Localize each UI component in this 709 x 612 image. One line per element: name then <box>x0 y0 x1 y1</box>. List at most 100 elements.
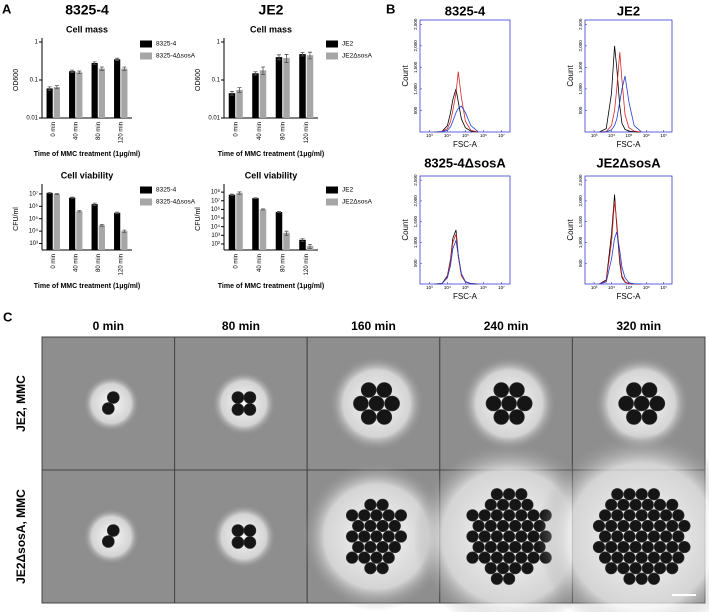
x-axis-label: FSC-A <box>617 292 642 301</box>
cell <box>635 530 648 543</box>
cell <box>678 540 691 554</box>
y-tick-label: 10³ <box>211 233 220 239</box>
chart-title: JE2ΔsosA <box>596 155 661 170</box>
cell <box>490 488 504 501</box>
x-tick-label: 10³ <box>426 285 433 290</box>
x-tick-label: 10⁷ <box>498 133 505 138</box>
bar <box>114 59 121 118</box>
cell <box>617 562 630 575</box>
error-bar <box>237 87 242 93</box>
y-tick-label: 1,500 <box>413 61 418 73</box>
cell <box>496 498 510 511</box>
error-bar <box>92 202 97 206</box>
cell <box>647 551 661 564</box>
cell <box>484 540 497 554</box>
cell <box>503 530 516 543</box>
y-axis-label: Count <box>401 219 410 241</box>
cell <box>493 382 510 398</box>
y-tick-label: 1,500 <box>578 216 583 228</box>
cell <box>647 509 661 522</box>
x-tick-label: 10³ <box>426 133 433 138</box>
error-bar <box>284 54 289 63</box>
x-axis-label: FSC-A <box>453 140 478 149</box>
x-tick-label: 10⁶ <box>643 133 650 138</box>
y-tick-label: 500 <box>413 106 418 114</box>
chart-title: Cell viability <box>245 170 298 180</box>
x-tick-label: 10⁶ <box>480 285 487 290</box>
error-bar <box>300 52 305 57</box>
cell <box>376 409 393 425</box>
x-tick-label: 40 min <box>257 122 263 140</box>
bar <box>283 232 290 250</box>
error-bar <box>237 191 242 195</box>
cell <box>666 562 679 575</box>
cell <box>672 551 685 564</box>
x-tick-label: 10⁴ <box>608 133 615 138</box>
cell <box>382 551 395 564</box>
cell <box>496 519 510 533</box>
cell <box>509 498 522 511</box>
cell <box>376 540 389 554</box>
cell <box>521 519 534 533</box>
bar <box>259 209 267 250</box>
x-axis-label: Time of MMC treatment (1μg/ml) <box>218 283 324 290</box>
bar <box>228 194 236 250</box>
x-tick-label: 10⁵ <box>625 133 632 138</box>
cell <box>659 530 673 543</box>
cell <box>641 409 658 425</box>
cell <box>626 382 642 398</box>
y-tick-label: 10⁶ <box>29 203 39 210</box>
x-tick-label: 0 min <box>233 122 239 137</box>
y-axis-label: CFU/ml <box>195 207 202 231</box>
cell <box>623 572 636 585</box>
legend-label: 8325-4 <box>156 41 177 48</box>
bar <box>76 72 83 118</box>
cell <box>629 540 642 554</box>
bar <box>91 204 98 250</box>
cell <box>641 562 654 575</box>
y-tick-label: 2,000 <box>413 40 418 52</box>
cell <box>376 382 393 398</box>
panel-label: A <box>2 1 12 16</box>
cell <box>364 498 377 511</box>
cell <box>647 572 661 585</box>
cell <box>635 509 648 522</box>
cell <box>509 562 522 575</box>
bar <box>283 57 290 118</box>
cell <box>617 498 630 511</box>
cell <box>368 395 385 412</box>
cell <box>478 551 491 564</box>
cell <box>490 551 504 564</box>
column-header: 320 min <box>616 319 661 333</box>
panel-label: B <box>386 1 395 16</box>
y-tick-label: 10⁴ <box>29 228 39 235</box>
y-tick-label: 0.1 <box>30 78 39 84</box>
cell <box>102 402 115 415</box>
cell <box>515 488 528 501</box>
cell <box>503 488 516 501</box>
x-tick-label: 10⁵ <box>462 285 469 290</box>
cell <box>376 498 389 511</box>
legend-label: JE2ΔsosA <box>342 199 373 206</box>
y-tick-label: 1,000 <box>413 236 418 248</box>
histogram-curve <box>434 105 479 133</box>
cell <box>626 409 642 425</box>
cell <box>611 530 624 543</box>
cell <box>360 382 377 398</box>
y-tick-label: 1 <box>35 40 39 46</box>
cell <box>346 509 359 522</box>
y-tick-label: 0.1 <box>212 78 221 84</box>
cell <box>649 395 666 412</box>
cell <box>484 498 497 511</box>
error-bar <box>229 193 234 196</box>
halo <box>211 371 276 436</box>
error-bar <box>122 66 127 71</box>
error-bar <box>92 61 97 65</box>
error-bar <box>77 210 82 213</box>
error-bar <box>261 66 266 75</box>
error-bar <box>54 193 59 195</box>
cell <box>653 562 667 575</box>
bar <box>228 93 236 118</box>
bar <box>114 212 121 250</box>
cell <box>515 551 528 564</box>
